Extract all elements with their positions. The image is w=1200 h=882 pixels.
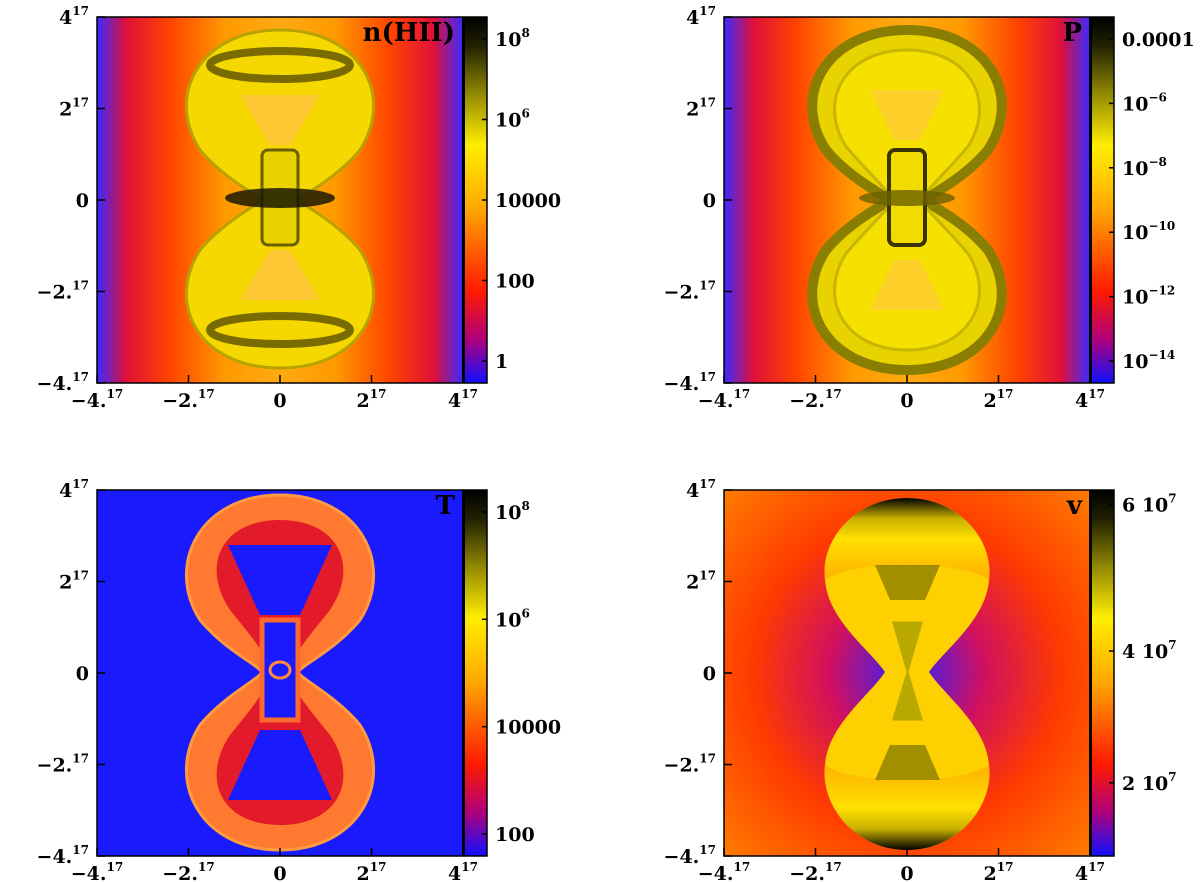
panel-title: n(HII) <box>363 18 455 48</box>
x-tick-label: 417 <box>448 860 478 882</box>
panel-t-cavity-bottom <box>228 730 332 800</box>
colorbar-tick-label: 4 107 <box>1122 638 1177 663</box>
colorbar-tick-label: 10000 <box>495 717 561 739</box>
panel-p <box>723 16 1115 384</box>
colorbar-tick-label: 2 107 <box>1122 770 1177 795</box>
x-tick-label: −2.17 <box>789 387 841 412</box>
y-tick-label: −2.17 <box>37 752 89 777</box>
colorbar-tick-label: 10−10 <box>1122 219 1175 244</box>
x-tick-label: −4.17 <box>698 387 750 412</box>
x-tick-label: −4.17 <box>698 860 750 882</box>
x-tick-label: 0 <box>273 390 286 412</box>
x-tick-label: −2.17 <box>789 860 841 882</box>
panel-nhii-shell-bottom <box>206 312 354 348</box>
y-tick-label: 0 <box>76 190 89 212</box>
panel-v-cap-bottom <box>824 765 990 850</box>
panel-t-colorbar <box>465 490 487 856</box>
y-tick-label: −4.17 <box>664 843 716 868</box>
y-tick-label: −4.17 <box>37 843 89 868</box>
y-tick-label: 417 <box>59 477 89 502</box>
y-tick-label: 0 <box>703 663 716 685</box>
panel-t-cavity-top <box>228 545 332 615</box>
panel-v <box>723 489 1115 857</box>
panel-v-core <box>887 618 928 724</box>
x-tick-label: 417 <box>1075 860 1105 882</box>
colorbar-tick-label: 0.0001 <box>1122 29 1195 51</box>
colorbar-tick-label: 108 <box>495 26 530 51</box>
y-tick-label: 417 <box>686 477 716 502</box>
y-tick-label: 0 <box>703 190 716 212</box>
panel-title: T <box>436 491 456 521</box>
x-tick-label: 217 <box>357 860 387 882</box>
panel-v-cap-top <box>824 498 990 580</box>
y-tick-label: 217 <box>686 569 716 594</box>
colorbar-tick-label: 10−8 <box>1122 155 1167 180</box>
x-tick-label: 0 <box>900 863 913 882</box>
panel-p-colorbar <box>1092 17 1114 383</box>
colorbar-tick-label: 108 <box>495 499 530 524</box>
y-tick-label: −2.17 <box>664 279 716 304</box>
colorbar-tick-label: 100 <box>495 824 535 846</box>
axes-layer: −4.17−4.17−2.17−2.1700217217417417n(HII)… <box>37 4 1195 882</box>
x-tick-label: −4.17 <box>71 387 123 412</box>
x-tick-label: −2.17 <box>162 860 214 882</box>
y-tick-label: 417 <box>686 4 716 29</box>
y-tick-label: 217 <box>686 96 716 121</box>
colorbar-tick-label: 10−6 <box>1122 90 1167 115</box>
panel-v-colorbar <box>1092 490 1114 856</box>
x-tick-label: 217 <box>984 860 1014 882</box>
y-tick-label: −2.17 <box>664 752 716 777</box>
colorbar-tick-label: 6 107 <box>1122 492 1177 517</box>
panel-nhii <box>96 16 488 384</box>
y-tick-label: −2.17 <box>37 279 89 304</box>
panel-t <box>96 489 488 857</box>
panel-nhii-colorbar <box>465 17 487 383</box>
colorbar-tick-label: 100 <box>495 271 535 293</box>
y-tick-label: 217 <box>59 96 89 121</box>
y-tick-label: 417 <box>59 4 89 29</box>
y-tick-label: −4.17 <box>37 370 89 395</box>
x-tick-label: 0 <box>900 390 913 412</box>
colorbar-tick-label: 10000 <box>495 190 561 212</box>
x-tick-label: 417 <box>448 387 478 412</box>
colorbar-tick-label: 10−14 <box>1122 348 1175 373</box>
x-tick-label: 217 <box>357 387 387 412</box>
panel-nhii-shell-top <box>206 47 354 83</box>
panel-title: v <box>1066 491 1083 521</box>
y-tick-label: 0 <box>76 663 89 685</box>
x-tick-label: 417 <box>1075 387 1105 412</box>
panel-t-core <box>259 617 301 723</box>
y-tick-label: −4.17 <box>664 370 716 395</box>
y-tick-label: 217 <box>59 569 89 594</box>
x-tick-label: 217 <box>984 387 1014 412</box>
colorbar-tick-label: 10−12 <box>1122 284 1175 309</box>
x-tick-label: −2.17 <box>162 387 214 412</box>
colorbar-tick-label: 1 <box>495 351 508 373</box>
panel-title: P <box>1062 18 1082 48</box>
x-tick-label: 0 <box>273 863 286 882</box>
colorbar-tick-label: 106 <box>495 106 530 131</box>
x-tick-label: −4.17 <box>71 860 123 882</box>
colorbar-tick-label: 106 <box>495 606 530 631</box>
